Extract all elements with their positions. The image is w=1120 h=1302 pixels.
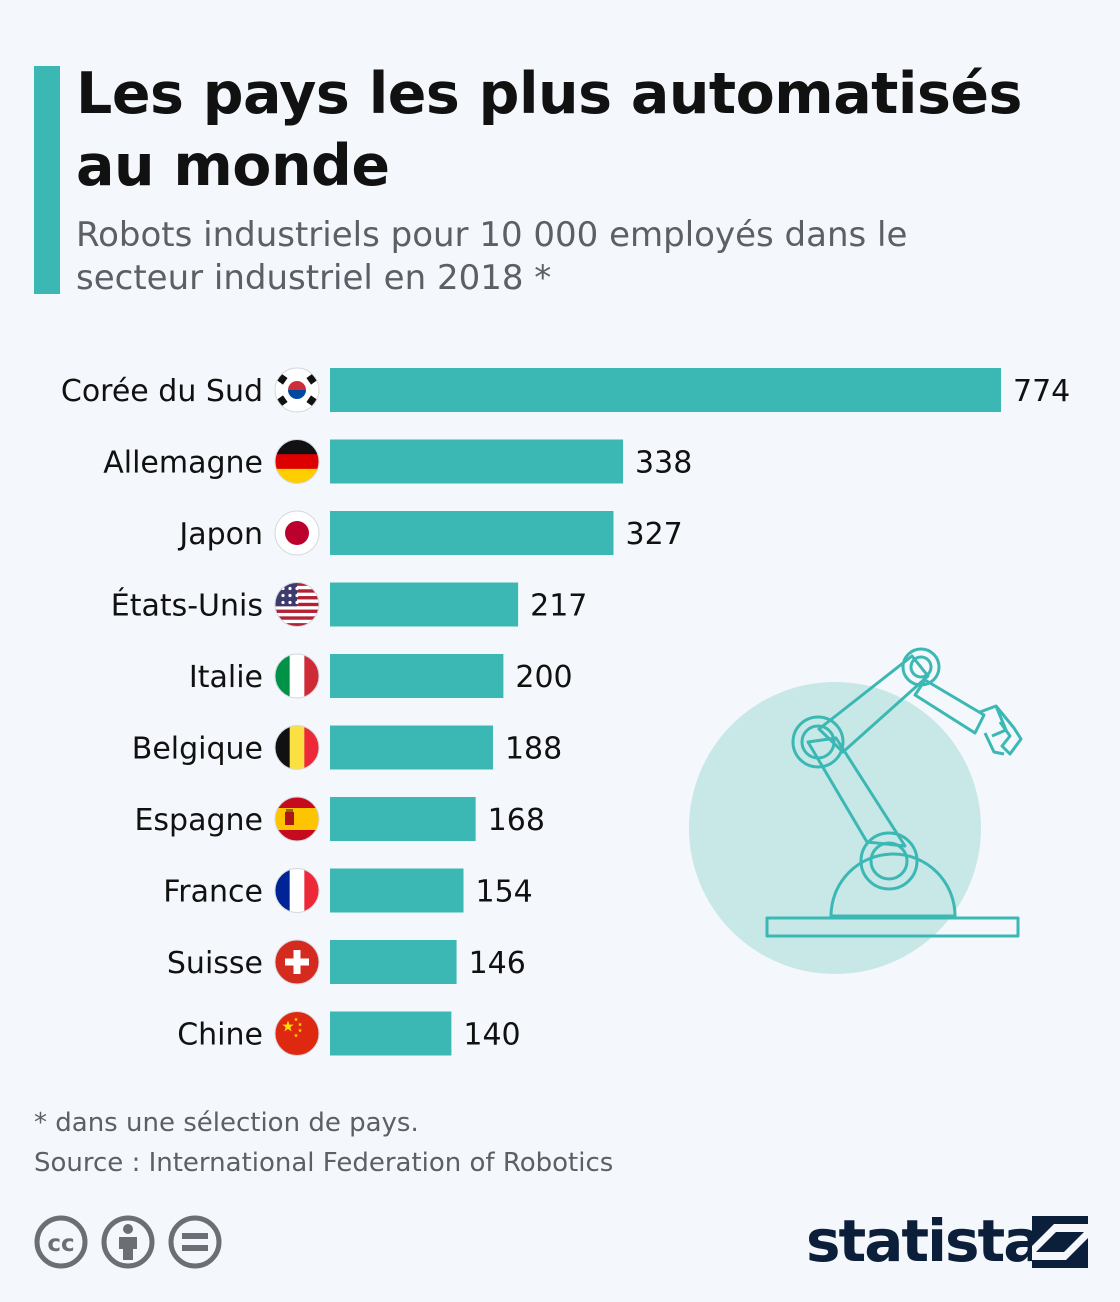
south-korea-flag-icon	[274, 367, 320, 413]
bar	[330, 868, 464, 913]
bar	[330, 1011, 452, 1056]
bar	[330, 511, 614, 555]
category-label: Belgique	[132, 732, 263, 767]
data-label: 146	[469, 946, 526, 981]
japan-flag-icon	[274, 510, 320, 556]
brand-name: statista	[806, 1207, 1042, 1275]
category-label: États-Unis	[111, 588, 263, 624]
statista-mark-icon	[1032, 1216, 1088, 1268]
data-label: 140	[463, 1018, 520, 1053]
bar	[330, 439, 624, 484]
category-label: Italie	[189, 660, 263, 695]
data-label: 154	[476, 875, 533, 910]
data-label: 774	[1013, 374, 1070, 409]
switzerland-flag-icon	[274, 939, 320, 985]
bar	[330, 368, 1001, 412]
bar	[330, 654, 504, 698]
bar-chart: Corée du Sud 774 Allemagne 338 Japon 327 États…	[61, 367, 1070, 1056]
category-label: Suisse	[167, 946, 263, 981]
svg-text:cc: cc	[47, 1231, 74, 1257]
data-label: 217	[530, 589, 587, 624]
usa-flag-icon	[274, 582, 320, 627]
data-label: 327	[625, 517, 682, 552]
bar	[330, 797, 476, 841]
robot-arm-icon	[689, 647, 1023, 974]
bar	[330, 940, 457, 984]
cc-icon[interactable]: cc	[34, 1215, 88, 1269]
category-label: Corée du Sud	[61, 374, 263, 409]
germany-flag-icon	[274, 439, 320, 484]
attribution-icon[interactable]	[101, 1215, 155, 1269]
chart-title: Les pays les plus automatisés au monde	[76, 61, 1022, 199]
chart-subtitle: Robots industriels pour 10 000 employés …	[76, 215, 908, 298]
category-label: Allemagne	[103, 446, 263, 481]
source-note: Source : International Federation of Rob…	[34, 1148, 614, 1178]
data-label: 338	[635, 446, 692, 481]
title-accent-bar	[34, 66, 60, 294]
category-label: Japon	[177, 517, 263, 552]
statista-logo[interactable]: statista	[806, 1208, 1106, 1274]
footnote: * dans une sélection de pays.	[34, 1108, 419, 1138]
data-label: 200	[515, 660, 572, 695]
bar	[330, 725, 493, 770]
italy-flag-icon	[274, 653, 320, 699]
spain-flag-icon	[274, 796, 320, 842]
category-label: France	[163, 875, 263, 910]
category-label: Espagne	[134, 803, 263, 838]
data-label: 188	[505, 732, 562, 767]
belgium-flag-icon	[274, 725, 320, 770]
data-label: 168	[488, 803, 545, 838]
no-derivatives-icon[interactable]	[168, 1215, 222, 1269]
category-label: Chine	[177, 1018, 263, 1053]
bar	[330, 582, 519, 627]
license-icons: cc	[34, 1215, 222, 1269]
france-flag-icon	[274, 868, 320, 913]
china-flag-icon	[274, 1011, 320, 1056]
